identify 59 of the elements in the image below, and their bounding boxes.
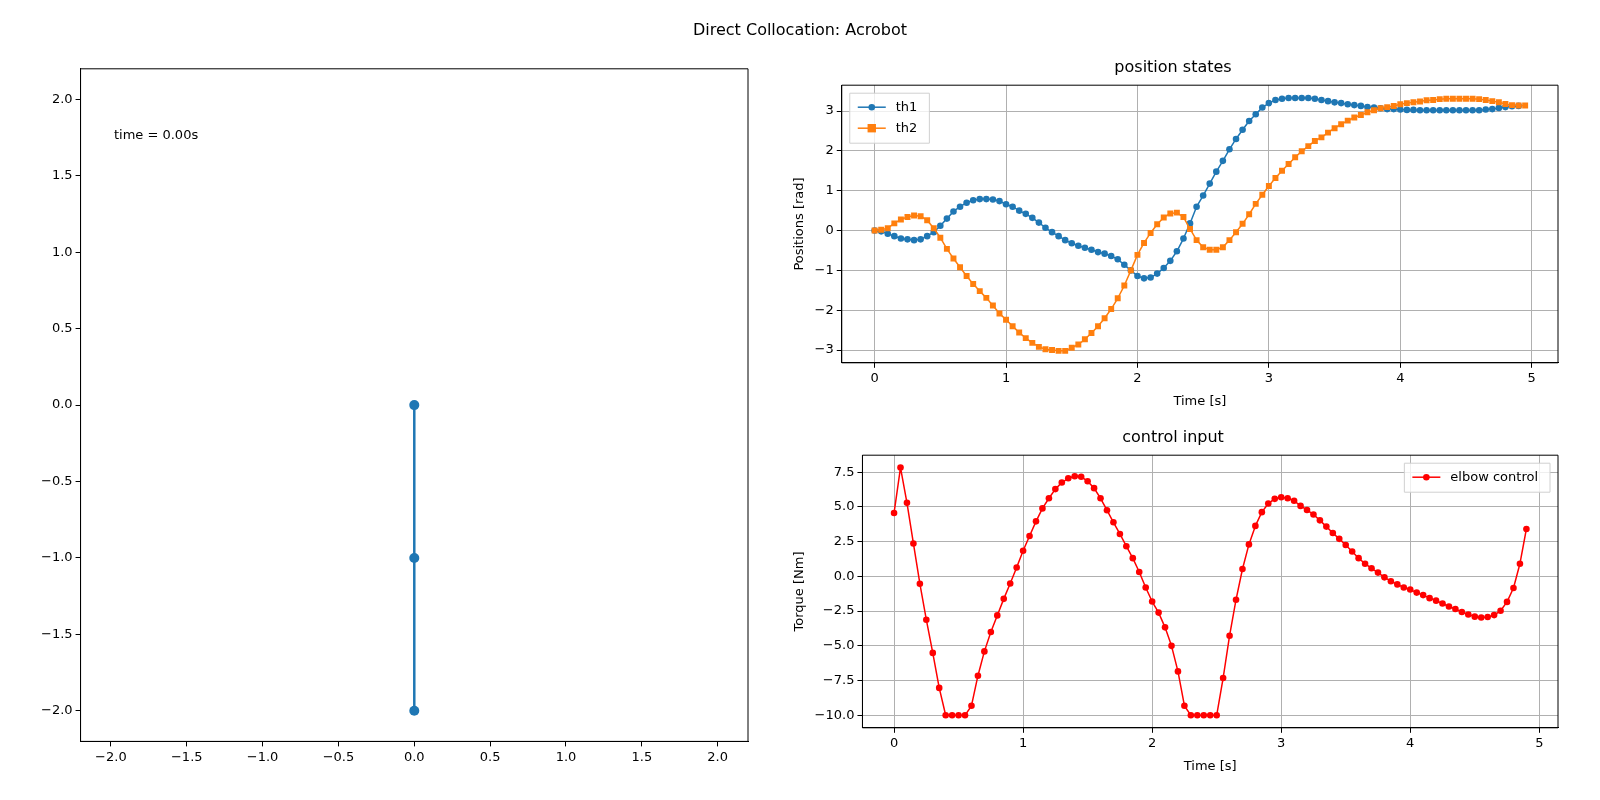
x-tick-label: −0.5 <box>322 748 355 764</box>
x-tick-label: −1.0 <box>246 748 279 764</box>
y-tick-label: −10.0 <box>814 706 855 722</box>
annotation: time = 0.00s <box>113 127 199 143</box>
x-tick-label: 3 <box>1264 369 1274 385</box>
y-tick-label: −1.0 <box>40 549 73 565</box>
y-tick-label: 1 <box>825 182 834 198</box>
y-tick-label: 0 <box>825 221 834 237</box>
x-tick-label: 4 <box>1406 734 1415 750</box>
y-tick-label: 1.0 <box>51 243 73 259</box>
y-tick-label: 2.5 <box>833 533 855 548</box>
point <box>409 400 420 411</box>
legend-label: th1 <box>895 98 918 114</box>
x-axis-title: Time [s] <box>1182 757 1237 773</box>
y-tick-label: −5.0 <box>822 637 855 653</box>
x-tick-label: 0 <box>870 369 879 385</box>
x-tick-label: 1.0 <box>555 748 577 764</box>
y-tick-label: 7.5 <box>833 463 855 479</box>
chart-title: control input <box>1122 426 1224 446</box>
x-tick-label: 0.0 <box>403 748 425 764</box>
y-tick-label: 3 <box>825 102 834 118</box>
point <box>409 552 420 563</box>
legend-label: th2 <box>895 119 918 135</box>
x-tick-label: −1.5 <box>170 748 203 764</box>
x-tick-label: 0.5 <box>479 748 501 764</box>
y-tick-label: −3 <box>814 341 834 357</box>
y-tick-label: −1 <box>814 261 834 277</box>
y-tick-label: −2 <box>814 301 834 317</box>
x-tick-label: 5 <box>1527 369 1536 385</box>
chart-title: position states <box>1114 56 1232 76</box>
y-tick-label: −0.5 <box>40 472 73 488</box>
y-tick-label: 0.0 <box>833 567 855 583</box>
y-tick-label: 1.5 <box>51 167 73 183</box>
y-tick-label: 2 <box>825 142 834 158</box>
y-tick-label: −1.5 <box>40 625 73 641</box>
y-tick-label: 0.5 <box>51 320 73 336</box>
x-tick-label: 2 <box>1133 369 1142 385</box>
y-axis-title: Torque [Nm] <box>791 551 807 633</box>
x-tick-label: 1.5 <box>631 748 653 764</box>
x-axis-title: Time [s] <box>1172 392 1227 408</box>
text: Direct Collocation: Acrobot <box>691 20 909 39</box>
x-tick-label: 2 <box>1148 734 1157 750</box>
y-tick-label: 5.0 <box>833 498 855 514</box>
x-tick-label: 3 <box>1277 734 1286 750</box>
x-tick-label: 5 <box>1535 734 1544 750</box>
point <box>409 705 420 716</box>
y-axis-title: Positions [rad] <box>791 177 807 271</box>
legend-label: elbow control <box>1450 468 1539 484</box>
y-tick-label: −2.0 <box>40 702 73 718</box>
y-tick-label: 0.0 <box>51 396 73 412</box>
y-tick-label: 2.0 <box>51 90 73 106</box>
x-tick-label: 0 <box>889 734 899 750</box>
x-tick-label: 1 <box>1001 369 1011 385</box>
x-tick-label: 4 <box>1396 369 1405 385</box>
y-tick-label: −2.5 <box>822 602 855 618</box>
x-tick-label: 2.0 <box>707 748 729 764</box>
x-tick-label: 1 <box>1018 734 1028 750</box>
x-tick-label: −2.0 <box>95 748 127 764</box>
y-tick-label: −7.5 <box>822 671 855 687</box>
